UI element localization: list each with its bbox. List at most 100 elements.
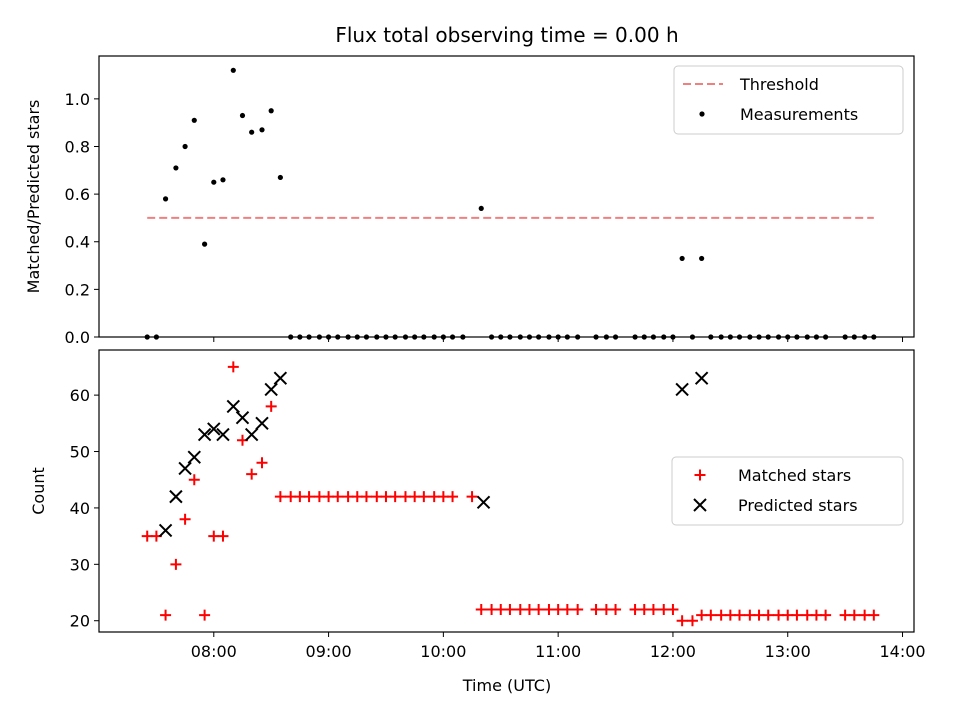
matched-star-point (724, 609, 736, 621)
predicted-star-point (255, 416, 269, 431)
matched-star-point (600, 603, 612, 615)
matched-star-point (773, 609, 785, 621)
predicted-star-point (169, 489, 183, 504)
matched-star-point (265, 400, 277, 412)
matched-star-point (389, 491, 401, 503)
matched-star-point (523, 603, 535, 615)
x-tick-label: 14:00 (879, 642, 925, 661)
y-tick-label: 50 (70, 443, 90, 462)
matched-star-point (533, 603, 545, 615)
legend-predicted-swatch (693, 498, 707, 512)
measurement-point (478, 205, 484, 212)
matched-star-point (868, 609, 880, 621)
matched-star-point (199, 609, 211, 621)
y-tick-label: 60 (70, 386, 90, 405)
predicted-star-point (197, 427, 212, 442)
matched-star-point (667, 603, 679, 615)
measurement-point (202, 241, 208, 247)
matched-star-point (475, 603, 487, 615)
matched-star-point (504, 603, 516, 615)
matched-star-point (217, 530, 229, 542)
matched-star-point (409, 491, 421, 503)
measurement-point (230, 67, 236, 73)
measurement-point (162, 196, 169, 202)
y-tick-label: 0.8 (65, 137, 90, 156)
measurement-point (277, 174, 283, 181)
matched-star-point (303, 491, 315, 503)
predicted-star-point (216, 427, 230, 442)
predicted-star-point (273, 371, 288, 385)
matched-star-point (810, 609, 822, 621)
predicted-star-point (207, 422, 221, 436)
matched-star-point (839, 609, 851, 621)
matched-star-point (543, 603, 555, 615)
y-tick-label: 30 (70, 555, 90, 574)
matched-star-point (590, 603, 602, 615)
matched-star-point (294, 491, 306, 503)
matched-star-point (859, 609, 871, 621)
measurement-point (220, 177, 226, 183)
legend-box (673, 65, 904, 135)
matched-star-point (170, 558, 182, 570)
legend-measurements-swatch (699, 111, 705, 117)
legend: Threshold Measurements (673, 65, 904, 135)
legend-matched-swatch (694, 469, 706, 481)
predicted-star-point (264, 382, 278, 397)
y-tick-label: 1.0 (65, 90, 90, 109)
axes-frame (98, 349, 915, 633)
top-panel: 0.0 0.2 0.4 0.6 0.8 1.0 Matched/Predicted star… (24, 55, 915, 347)
predicted-star-point (476, 495, 491, 509)
measurement-point (249, 129, 255, 135)
matched-star-point (141, 530, 153, 542)
matched-star-point (179, 513, 191, 525)
y-tick-label: 0.4 (65, 233, 90, 252)
matched-star-point (208, 530, 220, 542)
measurement-point (173, 165, 179, 171)
matched-star-point (495, 603, 507, 615)
x-axis-label: Time (UTC) (462, 676, 551, 695)
y-tick-label: 0.6 (65, 185, 90, 204)
matched-star-point (801, 609, 813, 621)
matched-star-point (313, 491, 325, 503)
matched-star-point (256, 457, 268, 469)
matched-star-point (638, 603, 650, 615)
chart-title: Flux total observing time = 0.00 h (335, 23, 678, 47)
matched-star-point (686, 615, 698, 627)
matched-star-point (734, 609, 746, 621)
y-tick-label: 0.0 (65, 328, 90, 347)
y-tick-label: 20 (70, 612, 90, 631)
legend-box (671, 456, 904, 526)
predicted-star-point (178, 461, 192, 476)
predicted-star-point (675, 382, 689, 397)
matched-star-point (274, 491, 286, 503)
matched-star-point (820, 609, 832, 621)
predicted-star-point (158, 523, 173, 538)
matched-star-point (791, 609, 803, 621)
measurement-point (182, 143, 188, 150)
measurement-point (259, 127, 265, 133)
matched-star-point (323, 491, 335, 503)
matched-star-point (658, 603, 670, 615)
matched-star-point (360, 491, 372, 503)
matched-star-point (486, 603, 498, 615)
matched-star-point (380, 491, 392, 503)
predicted-star-point (694, 371, 709, 385)
matched-star-point (332, 491, 344, 503)
matched-star-point (437, 491, 449, 503)
x-tick-label: 08:00 (191, 642, 237, 661)
matched-star-point (285, 491, 297, 503)
matched-star-point (160, 609, 172, 621)
matched-star-point (848, 609, 860, 621)
measurement-point (679, 255, 685, 262)
legend-label: Measurements (740, 105, 858, 124)
matched-star-point (561, 603, 573, 615)
matched-star-point (447, 491, 459, 503)
matched-star-point (782, 609, 794, 621)
matched-star-point (552, 603, 564, 615)
y-axis-label: Matched/Predicted stars (24, 100, 43, 294)
x-tick-label: 12:00 (650, 642, 696, 661)
x-tick-label: 10:00 (420, 642, 466, 661)
x-tick-label: 11:00 (535, 642, 581, 661)
matched-star-point (514, 603, 526, 615)
matched-star-point (188, 474, 200, 486)
